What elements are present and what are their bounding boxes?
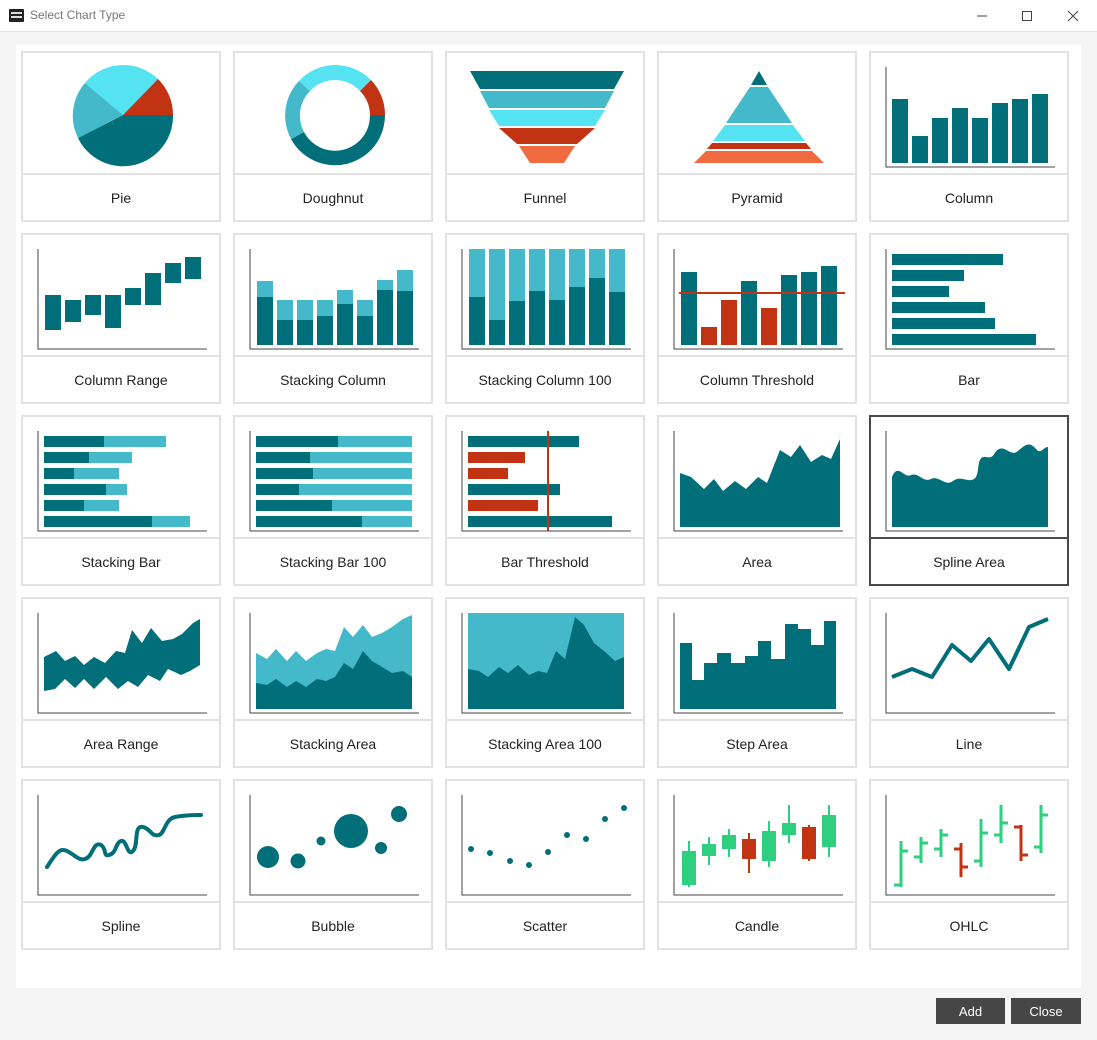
card-label: Candle: [734, 917, 780, 934]
step-area-chart-icon: [659, 599, 855, 721]
card-label: Funnel: [523, 189, 567, 206]
card-label: OHLC: [949, 917, 989, 934]
chart-type-card-spline[interactable]: Spline: [21, 779, 221, 950]
funnel-chart-icon: [447, 53, 643, 175]
chart-type-card-pyramid[interactable]: Pyramid: [657, 51, 857, 222]
stacking-column-chart-icon: [235, 235, 431, 357]
bar-threshold-chart-icon: [447, 417, 643, 539]
card-label: Bar: [958, 371, 980, 388]
card-label: Stacking Bar: [81, 553, 161, 570]
stacking-column-100-chart-icon: [447, 235, 643, 357]
chart-type-card-line[interactable]: Line: [869, 597, 1069, 768]
card-label: Column Range: [74, 371, 168, 388]
pyramid-chart-icon: [659, 53, 855, 175]
chart-type-card-bar-threshold[interactable]: Bar Threshold: [445, 415, 645, 586]
line-chart-icon: [871, 599, 1067, 721]
chart-type-card-column-range[interactable]: Column Range: [21, 233, 221, 404]
close-icon: [1067, 10, 1079, 21]
chart-type-card-area[interactable]: Area: [657, 415, 857, 586]
app-icon: [9, 9, 24, 22]
column-threshold-chart-icon: [659, 235, 855, 357]
close-button[interactable]: Close: [1011, 998, 1081, 1024]
chart-type-card-candle[interactable]: Candle: [657, 779, 857, 950]
chart-type-card-ohlc[interactable]: OHLC: [869, 779, 1069, 950]
close-window-button[interactable]: [1050, 0, 1096, 31]
chart-type-grid: Pie Doughnut Funnel: [16, 45, 1081, 988]
pie-chart-icon: [23, 53, 219, 175]
card-label: Doughnut: [302, 189, 364, 206]
maximize-icon: [1022, 10, 1032, 21]
card-label: Column Threshold: [699, 371, 815, 388]
stacking-area-100-chart-icon: [447, 599, 643, 721]
add-button[interactable]: Add: [936, 998, 1005, 1024]
card-label: Scatter: [522, 917, 568, 934]
column-range-chart-icon: [23, 235, 219, 357]
chart-type-card-stacking-area[interactable]: Stacking Area: [233, 597, 433, 768]
card-label: Stacking Bar 100: [279, 553, 387, 570]
chart-type-card-funnel[interactable]: Funnel: [445, 51, 645, 222]
card-label: Pie: [110, 189, 132, 206]
chart-type-card-stacking-column[interactable]: Stacking Column: [233, 233, 433, 404]
card-label: Stacking Column: [280, 371, 386, 388]
chart-type-card-scatter[interactable]: Scatter: [445, 779, 645, 950]
card-label: Stacking Column 100: [478, 371, 612, 388]
chart-type-card-stacking-column-100[interactable]: Stacking Column 100: [445, 233, 645, 404]
bar-chart-icon: [871, 235, 1067, 357]
area-range-chart-icon: [23, 599, 219, 721]
minimize-icon: [977, 15, 987, 16]
stacking-bar-chart-icon: [23, 417, 219, 539]
doughnut-chart-icon: [235, 53, 431, 175]
chart-type-card-column[interactable]: Column: [869, 51, 1069, 222]
spline-area-chart-icon: [871, 417, 1067, 539]
card-label: Spline: [101, 917, 141, 934]
chart-type-card-bar[interactable]: Bar: [869, 233, 1069, 404]
card-label: Bubble: [311, 917, 355, 934]
stacking-bar-100-chart-icon: [235, 417, 431, 539]
scatter-chart-icon: [447, 781, 643, 903]
card-label: Area Range: [83, 735, 159, 752]
chart-type-card-doughnut[interactable]: Doughnut: [233, 51, 433, 222]
card-label: Step Area: [726, 735, 788, 752]
bubble-chart-icon: [235, 781, 431, 903]
candle-chart-icon: [659, 781, 855, 903]
spline-chart-icon: [23, 781, 219, 903]
ohlc-chart-icon: [871, 781, 1067, 903]
card-label: Line: [955, 735, 983, 752]
stacking-area-chart-icon: [235, 599, 431, 721]
column-chart-icon: [871, 53, 1067, 175]
chart-type-card-step-area[interactable]: Step Area: [657, 597, 857, 768]
window-title: Select Chart Type: [30, 8, 126, 22]
chart-type-card-column-threshold[interactable]: Column Threshold: [657, 233, 857, 404]
card-label: Bar Threshold: [501, 553, 589, 570]
chart-type-card-stacking-bar-100[interactable]: Stacking Bar 100: [233, 415, 433, 586]
maximize-button[interactable]: [1004, 0, 1050, 31]
chart-type-card-stacking-area-100[interactable]: Stacking Area 100: [445, 597, 645, 768]
chart-type-card-bubble[interactable]: Bubble: [233, 779, 433, 950]
chart-type-card-area-range[interactable]: Area Range: [21, 597, 221, 768]
card-label: Spline Area: [933, 553, 1005, 570]
minimize-button[interactable]: [959, 0, 1005, 31]
title-bar: Select Chart Type: [0, 0, 1097, 32]
chart-type-card-stacking-bar[interactable]: Stacking Bar: [21, 415, 221, 586]
card-label: Stacking Area 100: [488, 735, 602, 752]
chart-type-card-spline-area[interactable]: Spline Area: [869, 415, 1069, 586]
card-label: Stacking Area: [289, 735, 377, 752]
card-label: Area: [742, 553, 772, 570]
area-chart-icon: [659, 417, 855, 539]
chart-type-card-pie[interactable]: Pie: [21, 51, 221, 222]
card-label: Pyramid: [731, 189, 783, 206]
card-label: Column: [944, 189, 994, 206]
